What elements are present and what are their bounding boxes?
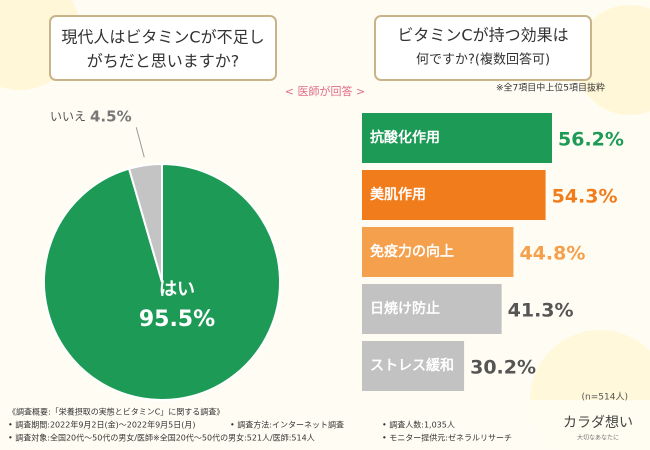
- bar-category: 美肌作用: [370, 186, 426, 203]
- slice-label: いいえ: [50, 110, 86, 124]
- decoration: [575, 5, 650, 115]
- footer-line: • 調査期間:2022年9月2日(金)〜2022年9月5日(月): [8, 420, 196, 430]
- brand-sub: 大切なあなたに: [577, 434, 619, 442]
- bar-value: 41.3%: [508, 300, 574, 322]
- bar-value: 54.3%: [552, 186, 618, 208]
- chart-title: がちだと思いますか?: [87, 52, 240, 71]
- chart-subtitle: ※全7項目中上位5項目抜粋: [496, 82, 605, 94]
- pie-slice: [127, 162, 163, 283]
- bar: [362, 227, 514, 277]
- title-box: [49, 15, 277, 81]
- bar-category: 抗酸化作用: [370, 129, 440, 146]
- leader-line: [135, 127, 145, 158]
- bar: [362, 284, 502, 334]
- bar: [362, 341, 465, 391]
- footer-line: • 調査方法:インターネット調査: [230, 420, 344, 430]
- bar: [362, 170, 546, 220]
- chart-title: 何ですか?(複数回答可): [416, 52, 550, 68]
- bar-value: 56.2%: [558, 129, 624, 151]
- footer-line: • 調査人数:1,035人: [382, 420, 455, 430]
- bar-value: 30.2%: [470, 357, 536, 379]
- slice-value: 95.5%: [139, 307, 215, 332]
- slice-label: はい: [159, 279, 195, 300]
- chart-title: 現代人はビタミンCが不足し: [61, 28, 264, 47]
- bar-value: 44.8%: [519, 243, 585, 265]
- footer-line: • 調査対象:全国20代〜50代の男女/医師※全国20代〜50代の男女:521人…: [8, 433, 315, 443]
- footer-line: • モニター提供元:ゼネラルリサーチ: [382, 433, 512, 443]
- brand: カラダ想い: [563, 415, 633, 431]
- footer-bg: [0, 400, 650, 450]
- title-box: [374, 15, 592, 81]
- footer-line: 《調査概要:「栄養摂取の実態とビタミンC」に関する調査》: [8, 407, 224, 417]
- bar-category: ストレス緩和: [370, 357, 454, 374]
- slice-value: 4.5%: [90, 108, 132, 126]
- center-label: < 医師が回答 >: [285, 84, 365, 98]
- bar-category: 免疫力の向上: [370, 243, 454, 260]
- chart-title: ビタミンCが持つ効果は: [397, 26, 568, 45]
- bar-category: 日焼け防止: [370, 300, 440, 317]
- sample-note: (n=514人): [582, 392, 628, 403]
- bar: [362, 113, 552, 163]
